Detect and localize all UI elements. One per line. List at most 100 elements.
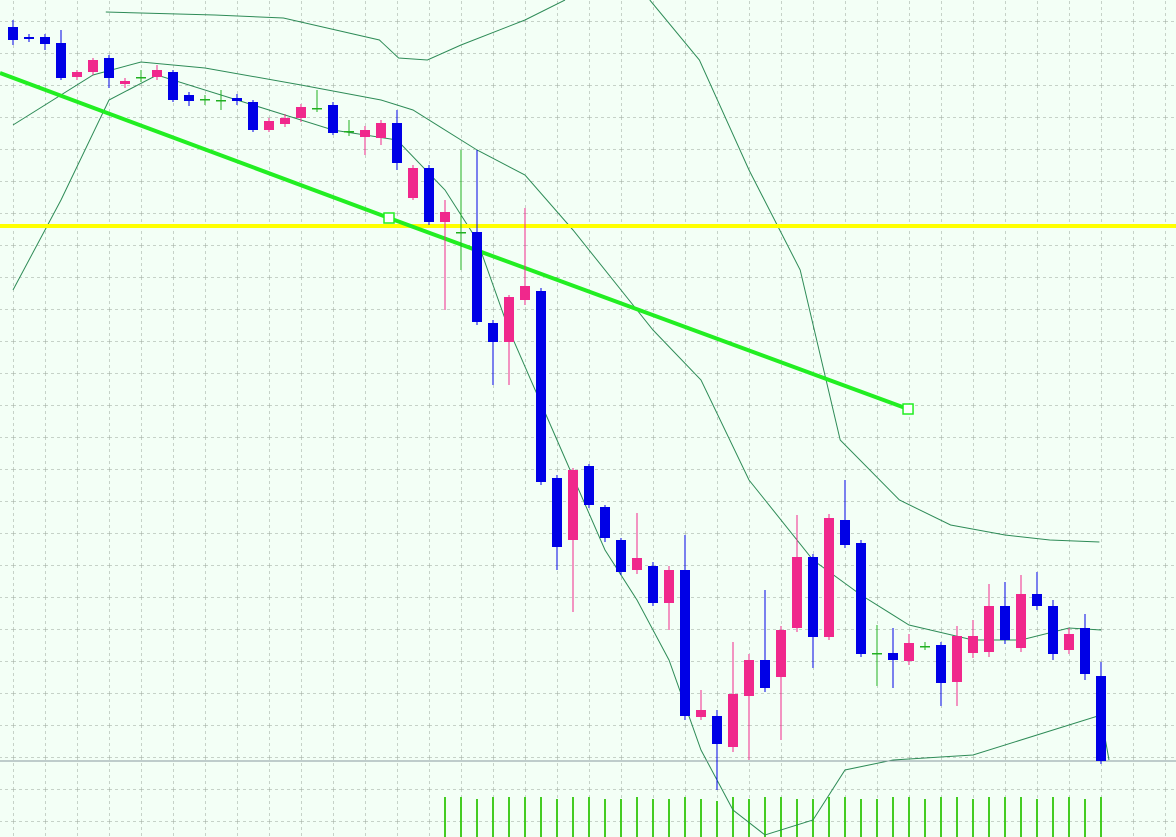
candle-body [472,232,482,322]
candle-body [1080,628,1090,674]
volume-bar [860,799,862,837]
volume-bar [732,797,734,837]
candle-body [312,108,322,110]
candle-body [616,540,626,572]
volume-bar [572,797,574,837]
volume-bar [908,797,910,837]
candle-body [808,557,818,637]
volume-bar [1084,799,1086,837]
volume-bar [700,799,702,837]
volume-bar [1020,797,1022,837]
volume-bar [892,797,894,837]
candle-body [888,653,898,660]
volume-bar [588,797,590,837]
volume-bar [988,797,990,837]
candle-body [552,478,562,547]
candle-body [776,630,786,677]
candle-body [280,118,290,124]
volume-bar [1100,797,1102,837]
volume-bar [924,799,926,837]
candle-body [56,43,66,78]
volume-bar [1068,797,1070,837]
trend-handle [383,212,395,224]
candle-body [584,466,594,505]
volume-bar [652,799,654,837]
candle-body [328,105,338,133]
candle-body [504,297,514,342]
candle-body [392,123,402,163]
candle-body [40,37,50,44]
candle-body [24,37,34,39]
candle-body [168,72,178,100]
candle-body [1000,606,1010,640]
candle-body [1016,594,1026,648]
candle-body [904,643,914,661]
volume-bar [812,799,814,837]
candle-body [536,291,546,482]
candle-body [296,107,306,118]
candle-body [72,72,82,77]
volume-bar [844,797,846,837]
band-line [105,0,1100,543]
volume-bar [636,797,638,837]
volume-bar [748,799,750,837]
candle-body [664,570,674,603]
candle-body [760,660,770,688]
candle-body [488,323,498,342]
candle-body [680,570,690,716]
candle-body [184,95,194,101]
candle-body [8,27,18,40]
candle-body [728,694,738,747]
candle-body [376,123,386,138]
candle-body [984,606,994,652]
candle-body [744,660,754,696]
candle-body [824,518,834,637]
candle-body [936,645,946,683]
candle-body [360,130,370,137]
candle-body [792,557,802,628]
trend-handle [902,403,914,415]
candle-body [440,212,450,222]
candle-body [1048,606,1058,654]
candle-body [1032,594,1042,606]
volume-bar [764,797,766,837]
volume-bar [796,799,798,837]
band-line [12,61,1102,641]
candle-body [408,168,418,198]
candle-body [856,543,866,654]
volume-bar [476,799,478,837]
candle-body [648,566,658,603]
candle-body [952,636,962,682]
candle-body [136,77,146,79]
candle-body [920,646,930,648]
candle-body [520,286,530,300]
candle-body [632,558,642,570]
candle-body [216,100,226,102]
candle-body [840,520,850,545]
candle-body [424,168,434,222]
candle-body [968,636,978,653]
volume-bar [1036,799,1038,837]
volume-bar [828,797,830,837]
candle-body [456,232,466,234]
candle-body [200,99,210,101]
candle-body [152,70,162,77]
volume-bar [668,799,670,837]
volume-bar [972,799,974,837]
candle-body [1096,676,1106,761]
volume-bar [620,799,622,837]
candle-body [600,507,610,538]
volume-bar [492,797,494,837]
candle-body [696,710,706,717]
volume-bar [876,799,878,837]
volume-bar [556,799,558,837]
candle-body [712,716,722,744]
candle-body [248,102,258,130]
candle-body [1064,634,1074,650]
volume-bar [460,797,462,837]
candle-body [568,470,578,540]
